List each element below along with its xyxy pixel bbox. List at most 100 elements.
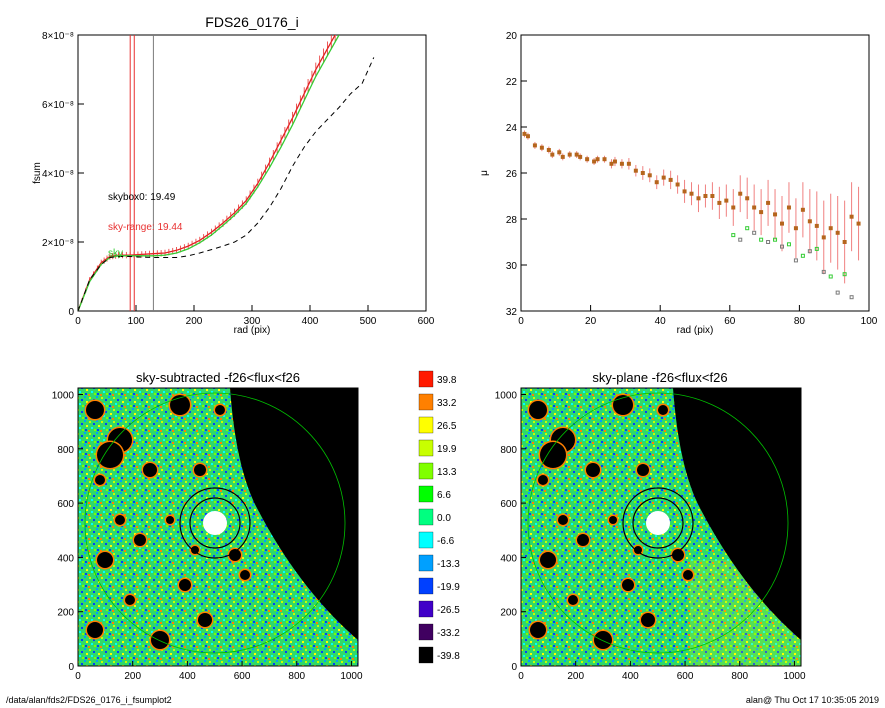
- image-xtick-label: 800: [731, 671, 748, 682]
- image-ytick-label: 200: [57, 608, 74, 619]
- galaxy-core: [203, 511, 227, 535]
- fsum-panel: FDS26_0176_i rad (pix) fsum 0 100 200 300 40…: [32, 14, 435, 336]
- mu-point: [766, 200, 771, 205]
- masked-star: [634, 546, 642, 554]
- mu-point: [752, 205, 757, 210]
- masked-star: [215, 405, 225, 415]
- masked-star: [97, 442, 123, 468]
- image-xtick-label: 0: [518, 671, 524, 682]
- colorbar-label: 33.2: [437, 398, 457, 409]
- sky-annulus-circle: [84, 392, 346, 654]
- mu-alt-point: [800, 253, 805, 258]
- mu-ytick-label: 24: [506, 123, 518, 134]
- mu-point: [557, 150, 562, 155]
- mu-ylabel: μ: [479, 170, 490, 176]
- mu-point: [780, 221, 784, 226]
- mu-point: [654, 180, 659, 185]
- masked-star: [229, 549, 241, 561]
- mu-point: [546, 148, 551, 152]
- colorbar-swatch: [418, 393, 434, 411]
- masked-star: [194, 464, 206, 476]
- masked-star: [166, 516, 174, 524]
- mu-xtick-label: 0: [518, 316, 524, 327]
- image-xtick-label: 600: [234, 671, 251, 682]
- fsum-series-group: [78, 35, 375, 311]
- sky-plane-frame: [520, 387, 802, 667]
- image-xtick-label: 400: [179, 671, 196, 682]
- mu-point: [532, 143, 537, 148]
- fsum-title: FDS26_0176_i: [205, 14, 298, 30]
- mu-point: [828, 226, 833, 231]
- masked-star: [240, 570, 250, 580]
- masked-star: [609, 516, 617, 524]
- colorbar-label: 13.3: [437, 467, 457, 478]
- mu-point: [550, 152, 555, 157]
- colorbar-swatch: [418, 508, 434, 526]
- image-ytick-label: 800: [500, 445, 517, 456]
- fsum-series-line: [78, 57, 375, 311]
- fsum-xtick-label: 300: [244, 316, 261, 327]
- mu-alt-point: [807, 249, 812, 254]
- mu-alt-point: [793, 258, 798, 263]
- mu-xtick-label: 80: [794, 316, 806, 327]
- masked-star: [622, 579, 634, 591]
- masked-star: [658, 405, 668, 415]
- masked-star: [586, 463, 600, 477]
- mu-point: [578, 154, 583, 159]
- mu-point: [689, 191, 694, 196]
- outer-aperture-ring: [622, 487, 694, 559]
- image-xtick-label: 600: [677, 671, 694, 682]
- outer-aperture-ring: [179, 487, 251, 559]
- mu-point: [807, 219, 812, 224]
- masked-star: [170, 395, 190, 415]
- mu-point: [759, 210, 764, 215]
- mu-alt-point: [814, 246, 819, 251]
- image-ytick-label: 600: [57, 499, 74, 510]
- mu-point: [525, 134, 530, 139]
- colorbar-label: 39.8: [437, 375, 457, 386]
- mu-point: [835, 230, 840, 235]
- image-ytick-label: 200: [500, 608, 517, 619]
- fsum-xtick-label: 200: [186, 316, 203, 327]
- mu-point: [731, 205, 736, 210]
- sky-subtracted-title: sky-subtracted -f26<flux<f26: [136, 370, 300, 385]
- mu-alt-point: [842, 272, 847, 277]
- fsum-xtick-label: 100: [128, 316, 145, 327]
- mu-alt-point: [786, 242, 791, 247]
- mu-point: [717, 200, 722, 205]
- colorbar-label: -26.5: [437, 605, 460, 616]
- masked-star: [179, 579, 191, 591]
- mu-point: [745, 196, 750, 201]
- image-ytick-label: 1000: [495, 391, 518, 402]
- masked-star: [641, 613, 655, 627]
- mu-point: [842, 240, 847, 244]
- sky-subtracted-frame: [77, 387, 359, 667]
- image-ytick-label: 0: [68, 662, 74, 673]
- mu-point: [703, 194, 708, 198]
- mu-point: [738, 191, 743, 196]
- sky-plane-image: [521, 388, 801, 666]
- image-xtick-label: 1000: [340, 671, 363, 682]
- colorbar-swatch: [418, 600, 434, 618]
- masked-star: [672, 549, 684, 561]
- masked-star: [529, 401, 547, 419]
- mu-alt-point: [745, 226, 750, 231]
- image-xtick-label: 800: [288, 671, 305, 682]
- mu-point: [682, 189, 687, 194]
- mu-point: [661, 175, 666, 180]
- sky-plane-title: sky-plane -f26<flux<f26: [592, 370, 727, 385]
- sky-subtracted-panel: sky-subtracted -f26<flux<f26 0 200 400 600 8…: [52, 370, 363, 682]
- colorbar-swatch: [418, 623, 434, 641]
- masked-star: [86, 401, 104, 419]
- colorbar-label: -6.6: [437, 536, 455, 547]
- fsum-xtick-label: 0: [75, 316, 81, 327]
- mu-point: [647, 173, 652, 178]
- colorbar-swatch: [418, 554, 434, 572]
- colorbar-swatch: [418, 462, 434, 480]
- mu-point: [786, 205, 791, 210]
- masked-star: [538, 475, 548, 485]
- masked-star: [568, 595, 578, 605]
- mu-alt-point: [738, 237, 743, 242]
- masked-star: [198, 613, 212, 627]
- mu-point: [602, 157, 607, 162]
